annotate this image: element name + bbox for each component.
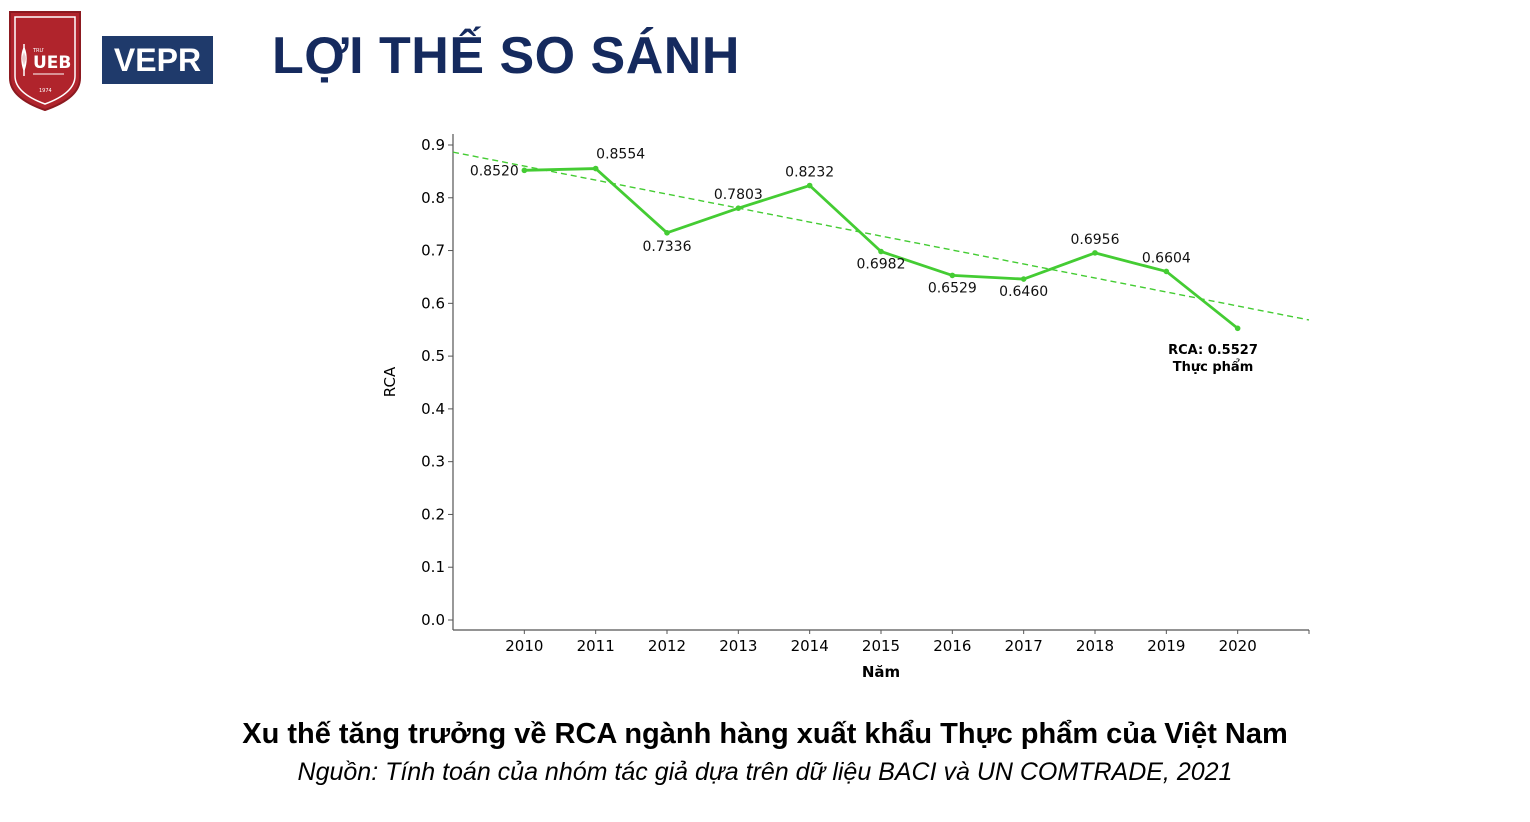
page-title: LỢI THẾ SO SÁNH xyxy=(272,27,740,85)
x-tick-label: 2020 xyxy=(1219,637,1257,655)
y-tick-label: 0.8 xyxy=(421,189,445,207)
data-label: 0.6604 xyxy=(1142,250,1191,266)
series-line xyxy=(524,167,1239,330)
y-tick-label: 0.7 xyxy=(421,242,445,260)
end-annotation-line1: RCA: 0.5527 xyxy=(1168,343,1258,358)
logo-year: 1974 xyxy=(39,88,52,94)
y-tick-label: 0.4 xyxy=(421,400,445,418)
y-axis-label: RCA xyxy=(381,366,399,397)
data-label: 0.7803 xyxy=(714,187,763,203)
data-point xyxy=(1234,325,1241,332)
ueb-logo: TRƯ UEB 1974 xyxy=(9,11,81,112)
x-tick-label: 2018 xyxy=(1076,637,1114,655)
x-tick-label: 2014 xyxy=(791,637,829,655)
y-tick-label: 0.5 xyxy=(421,347,445,365)
data-point xyxy=(592,165,599,172)
trendline-group xyxy=(452,151,1310,321)
data-label: 0.7336 xyxy=(643,239,692,255)
trendline xyxy=(452,151,1310,321)
y-tick-label: 0.6 xyxy=(421,294,445,312)
data-label: 0.8554 xyxy=(596,147,645,163)
data-label: 0.8520 xyxy=(470,163,519,179)
y-tick-label: 0.3 xyxy=(421,453,445,471)
data-point xyxy=(1163,268,1170,275)
x-tick-label: 2015 xyxy=(862,637,900,655)
x-tick-label: 2011 xyxy=(577,637,615,655)
data-label: 0.6956 xyxy=(1071,232,1120,248)
x-tick-label: 2013 xyxy=(719,637,757,655)
data-point xyxy=(806,182,813,189)
y-tick-label: 0.1 xyxy=(421,558,445,576)
y-tick-label: 0.2 xyxy=(421,505,445,523)
data-point xyxy=(1020,276,1027,282)
x-tick-label: 2016 xyxy=(933,637,971,655)
logo-ueb-text: UEB xyxy=(33,53,71,73)
x-tick-label: 2010 xyxy=(505,637,543,655)
data-point xyxy=(878,248,884,255)
x-tick-label: 2017 xyxy=(1005,637,1043,655)
x-axis-label: Năm xyxy=(862,663,900,681)
end-annotation-line2: Thực phẩm xyxy=(1173,359,1254,375)
data-label: 0.6460 xyxy=(999,284,1048,300)
data-label: 0.8232 xyxy=(785,165,834,181)
x-tick-label: 2012 xyxy=(648,637,686,655)
series-group xyxy=(521,165,1241,332)
vepr-logo-text: VEPR xyxy=(113,41,202,78)
x-tick-label: 2019 xyxy=(1147,637,1185,655)
figure-source: Nguồn: Tính toán của nhóm tác giả dựa tr… xyxy=(297,758,1233,786)
chart-axes: 0.0 0.1 0.2 0.3 0.4 0.5 0.6 0.7 0.8 0.9 2010 2011 20… xyxy=(421,134,1310,655)
data-label: 0.6982 xyxy=(857,257,906,273)
vepr-logo: VEPR xyxy=(102,36,213,84)
data-point xyxy=(1092,250,1098,256)
y-tick-label: 0.9 xyxy=(421,136,445,154)
logo-small-text: TRƯ xyxy=(32,48,44,54)
y-tick-label: 0.0 xyxy=(421,611,445,629)
data-label-group: 0.8520 0.8554 0.7336 0.7803 0.8232 0.6982 0.65… xyxy=(470,147,1191,301)
data-point xyxy=(664,230,670,236)
data-label: 0.6529 xyxy=(928,280,977,296)
data-point xyxy=(949,272,956,279)
data-point xyxy=(735,205,742,211)
figure-caption: Xu thế tăng trưởng về RCA ngành hàng xuấ… xyxy=(242,718,1288,750)
data-point xyxy=(521,167,528,174)
